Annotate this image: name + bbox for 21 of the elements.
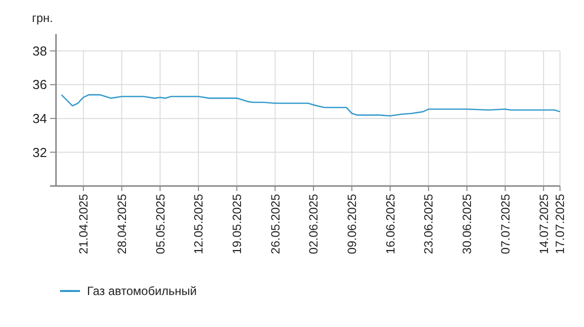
- x-tick-label: 07.07.2025: [498, 194, 512, 254]
- x-tick-label: 26.05.2025: [268, 194, 282, 254]
- x-tick-label: 14.07.2025: [536, 194, 551, 254]
- y-tick-label: 38: [32, 43, 47, 58]
- x-tick-label: 21.04.2025: [76, 194, 91, 254]
- x-tick-label: 09.06.2025: [345, 194, 360, 254]
- x-tick-label: 12.05.2025: [192, 194, 206, 254]
- y-tick-label: 32: [32, 144, 47, 160]
- x-tick-label: 17.07.2025: [553, 194, 568, 254]
- y-axis-title: грн.: [32, 11, 54, 25]
- x-tick-label: 23.06.2025: [422, 194, 436, 254]
- y-tick-label: 36: [32, 77, 47, 92]
- legend-label: Газ автомобильный: [87, 284, 197, 298]
- y-tick-label: 34: [32, 110, 47, 126]
- x-tick-label: 19.05.2025: [230, 194, 244, 254]
- line-series: [60, 94, 561, 117]
- x-tick-label: 30.06.2025: [460, 194, 474, 254]
- x-tick-label: 02.06.2025: [306, 194, 321, 254]
- x-tick-label: 28.04.2025: [114, 194, 129, 254]
- x-tick-label: 16.06.2025: [383, 194, 398, 254]
- x-tick-label: 05.05.2025: [153, 194, 168, 254]
